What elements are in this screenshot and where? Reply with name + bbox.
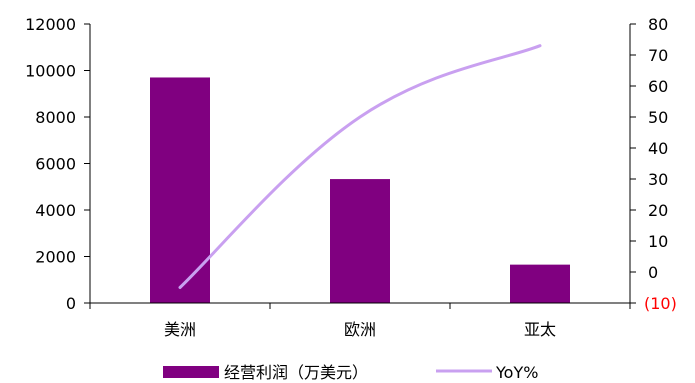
left-tick-label: 2000 bbox=[35, 248, 76, 267]
left-tick-label: 0 bbox=[66, 294, 76, 313]
right-tick-label: 10 bbox=[648, 232, 668, 251]
right-tick-label: (10) bbox=[644, 294, 677, 313]
right-tick-label: 60 bbox=[648, 77, 668, 96]
legend: 经营利润（万美元） YoY% bbox=[163, 363, 538, 382]
right-tick-label: 30 bbox=[648, 170, 668, 189]
right-axis: (10) 0 10 20 30 40 50 60 70 80 bbox=[629, 15, 677, 313]
bar bbox=[510, 264, 570, 303]
left-tick-label: 4000 bbox=[35, 201, 76, 220]
bar bbox=[150, 77, 210, 303]
bar bbox=[330, 179, 390, 303]
yoy-line bbox=[178, 44, 542, 289]
left-tick-label: 6000 bbox=[35, 155, 76, 174]
yoy-line-group bbox=[178, 44, 542, 289]
left-axis: 0 2000 4000 6000 8000 10000 12000 bbox=[25, 15, 91, 313]
legend-label-line: YoY% bbox=[495, 363, 538, 382]
category-label: 亚太 bbox=[524, 320, 556, 339]
legend-swatch-bar bbox=[163, 366, 219, 378]
left-tick-label: 8000 bbox=[35, 108, 76, 127]
category-label: 美洲 bbox=[164, 320, 196, 339]
right-tick-label: 50 bbox=[648, 108, 668, 127]
left-tick-label: 10000 bbox=[25, 62, 76, 81]
legend-label-bar: 经营利润（万美元） bbox=[224, 363, 368, 382]
right-tick-label: 0 bbox=[648, 263, 658, 282]
category-label: 欧洲 bbox=[344, 320, 376, 339]
x-axis: 美洲 欧洲 亚太 bbox=[89, 302, 631, 339]
right-tick-label: 80 bbox=[648, 15, 668, 34]
right-tick-label: 40 bbox=[648, 139, 668, 158]
left-tick-label: 12000 bbox=[25, 15, 76, 34]
right-tick-label: 20 bbox=[648, 201, 668, 220]
right-tick-label: 70 bbox=[648, 46, 668, 65]
bars bbox=[150, 77, 570, 303]
